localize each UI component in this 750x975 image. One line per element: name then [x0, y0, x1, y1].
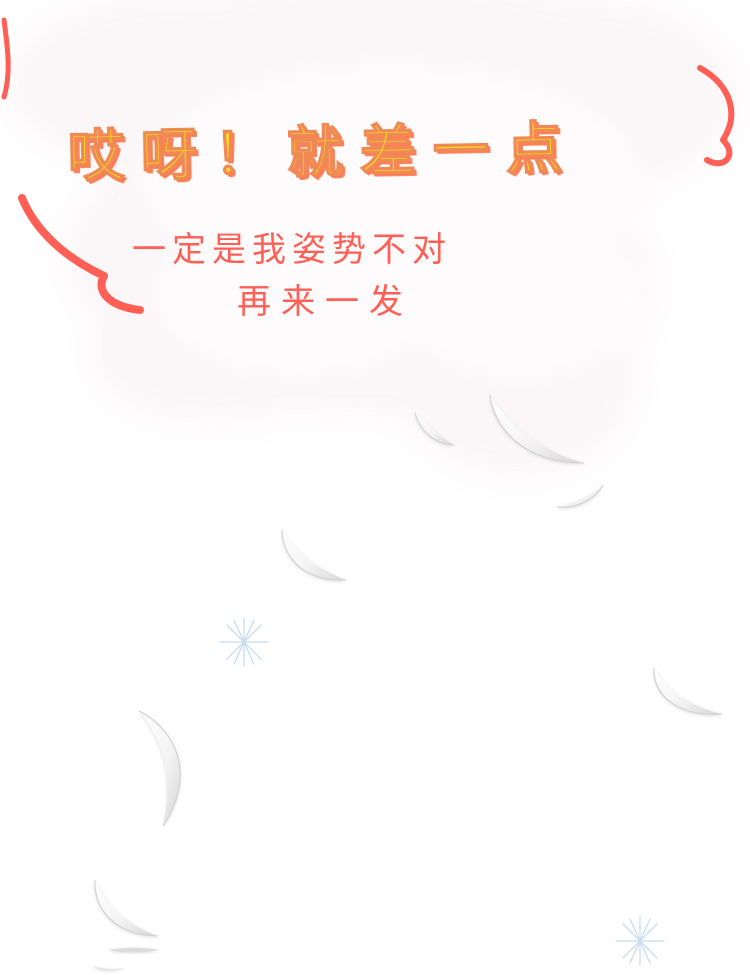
failure-headline: 哎呀！就差一点 [67, 115, 581, 190]
cloud-highlight [142, 62, 642, 380]
retry-message-line-2: 再来一发 [237, 282, 413, 322]
retry-message-line-1: 一定是我姿势不对 [132, 230, 452, 270]
bubble-outline [1, 17, 735, 314]
